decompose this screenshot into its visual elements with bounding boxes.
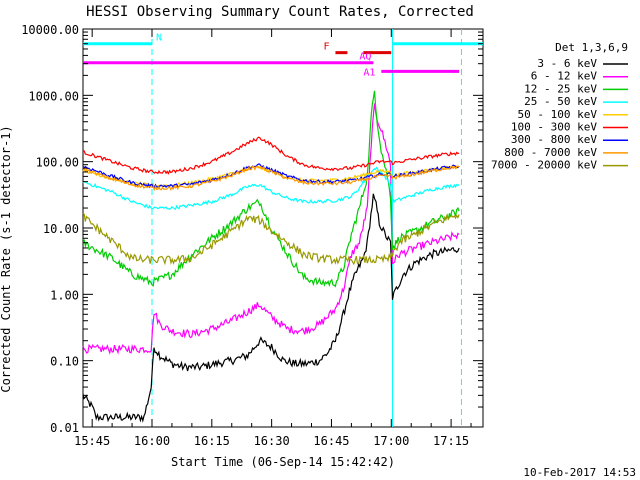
x-tick-label: 17:15 — [433, 434, 469, 448]
legend-label: 25 - 50 keV — [524, 95, 597, 108]
y-tick-label: 1000.00 — [28, 89, 79, 103]
y-tick-label: 10.00 — [43, 222, 79, 236]
x-tick-label: 16:45 — [313, 434, 349, 448]
y-tick-label: 100.00 — [36, 156, 79, 170]
y-tick-label: 0.10 — [50, 355, 79, 369]
annotation-label-N: N — [156, 33, 162, 44]
legend-label: 100 - 300 keV — [511, 121, 597, 134]
y-axis-label: Corrected Count Rate (s-1 detector-1) — [0, 125, 13, 392]
y-tick-label: 0.01 — [50, 421, 79, 435]
legend-label: 3 - 6 keV — [537, 57, 597, 70]
footer-date: 10-Feb-2017 14:53 — [523, 466, 636, 479]
x-tick-label: 16:15 — [194, 434, 230, 448]
x-tick-label: 16:30 — [254, 434, 290, 448]
chart-title: HESSI Observing Summary Count Rates, Cor… — [86, 4, 474, 20]
legend-label: 800 - 7000 keV — [504, 146, 597, 159]
y-tick-label: 10000.00 — [21, 23, 79, 37]
legend-label: 300 - 800 keV — [511, 133, 597, 146]
x-tick-label: 16:00 — [134, 434, 170, 448]
series-line-8 — [82, 212, 460, 266]
x-tick-label: 15:45 — [74, 434, 110, 448]
series-line-3 — [82, 166, 460, 211]
legend-title: Det 1,3,6,9 — [555, 41, 628, 54]
annotation-label-AQ: AQ — [359, 52, 371, 63]
x-tick-label: 17:00 — [373, 434, 409, 448]
annotation-label-A1: A1 — [363, 67, 375, 78]
legend-label: 6 - 12 keV — [531, 70, 598, 83]
legend-label: 50 - 100 keV — [518, 108, 598, 121]
series-line-5 — [82, 136, 460, 175]
legend-label: 12 - 25 keV — [524, 82, 597, 95]
annotation-label-F: F — [323, 42, 329, 53]
series-line-1 — [82, 103, 460, 355]
legend-label: 7000 - 20000 keV — [491, 159, 597, 172]
x-axis-label: Start Time (06-Sep-14 15:42:42) — [171, 455, 395, 469]
series-line-6 — [82, 163, 460, 189]
series-line-7 — [82, 165, 460, 192]
y-tick-label: 1.00 — [50, 288, 79, 302]
series-line-0 — [82, 193, 460, 423]
